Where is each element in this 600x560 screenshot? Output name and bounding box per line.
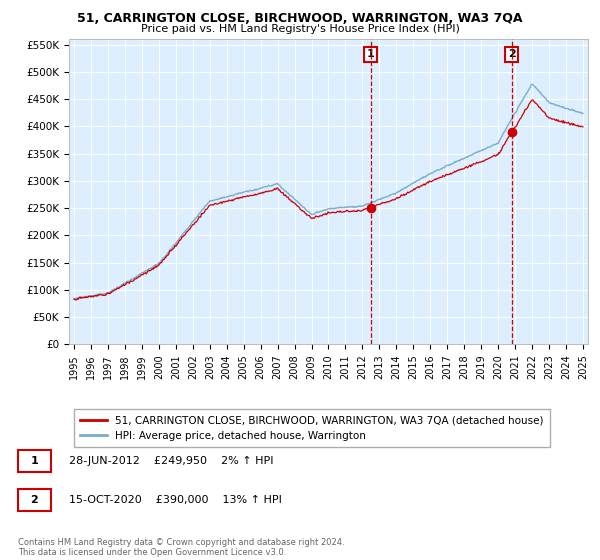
Legend: 51, CARRINGTON CLOSE, BIRCHWOOD, WARRINGTON, WA3 7QA (detached house), HPI: Aver: 51, CARRINGTON CLOSE, BIRCHWOOD, WARRING… (74, 409, 550, 447)
Text: 51, CARRINGTON CLOSE, BIRCHWOOD, WARRINGTON, WA3 7QA: 51, CARRINGTON CLOSE, BIRCHWOOD, WARRING… (77, 12, 523, 25)
Text: 1: 1 (367, 49, 374, 59)
Text: Contains HM Land Registry data © Crown copyright and database right 2024.
This d: Contains HM Land Registry data © Crown c… (18, 538, 344, 557)
Text: 2: 2 (31, 495, 38, 505)
Text: 1: 1 (31, 456, 38, 466)
Text: 15-OCT-2020    £390,000    13% ↑ HPI: 15-OCT-2020 £390,000 13% ↑ HPI (69, 495, 282, 505)
Text: Price paid vs. HM Land Registry's House Price Index (HPI): Price paid vs. HM Land Registry's House … (140, 24, 460, 34)
Text: 2: 2 (508, 49, 515, 59)
Text: 28-JUN-2012    £249,950    2% ↑ HPI: 28-JUN-2012 £249,950 2% ↑ HPI (69, 456, 274, 466)
